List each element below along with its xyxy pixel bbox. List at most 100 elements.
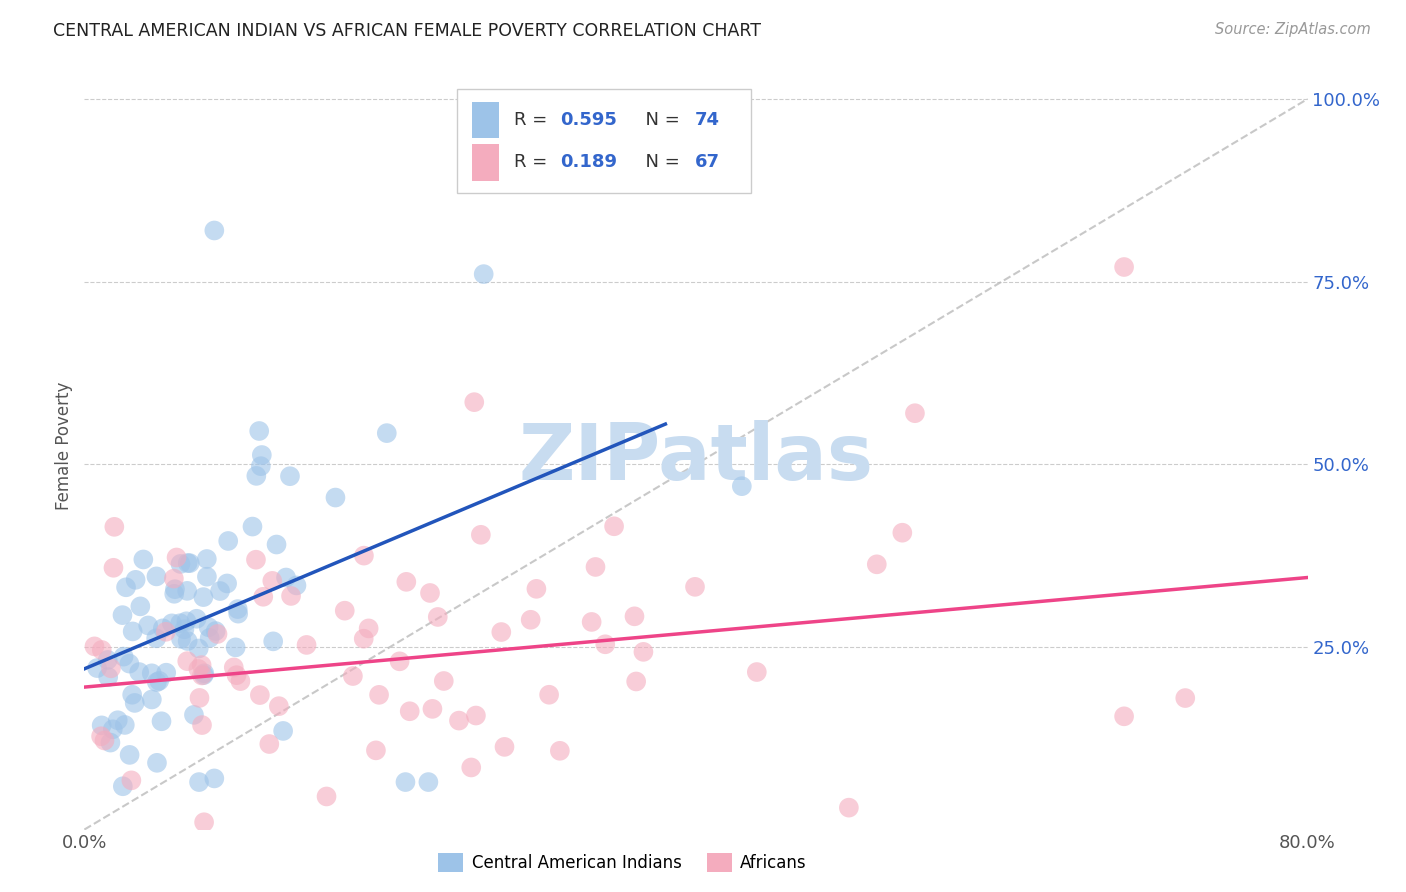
Point (148, 673, 170, 688)
Point (191, 718, 214, 732)
Point (146, 675, 169, 690)
Point (242, 519, 264, 533)
Point (207, 627, 229, 641)
Point (155, 624, 177, 639)
Point (186, 612, 208, 626)
Point (176, 654, 198, 668)
Point (121, 688, 143, 702)
Point (419, 586, 441, 600)
Point (426, 610, 449, 624)
Point (250, 448, 273, 462)
Point (259, 737, 281, 751)
Point (538, 688, 561, 702)
Point (193, 668, 215, 682)
Point (198, 631, 221, 645)
Point (202, 772, 225, 786)
Point (100, 661, 122, 675)
Point (163, 572, 186, 586)
Point (150, 714, 173, 729)
Point (170, 632, 193, 646)
Text: N =: N = (634, 153, 685, 171)
Point (179, 556, 201, 570)
Point (245, 469, 267, 483)
Point (101, 723, 124, 737)
Point (187, 662, 209, 676)
Point (176, 556, 198, 570)
Point (581, 615, 603, 629)
Point (129, 599, 152, 614)
Point (115, 580, 138, 594)
Point (470, 528, 492, 542)
Point (124, 696, 146, 710)
Point (145, 632, 167, 646)
Point (325, 491, 347, 505)
Point (202, 223, 225, 237)
Point (333, 604, 356, 618)
Point (217, 533, 239, 548)
Point (368, 688, 391, 702)
Point (460, 760, 482, 774)
Point (183, 707, 205, 722)
Point (357, 621, 380, 635)
Point (120, 773, 142, 788)
Point (152, 621, 174, 635)
Point (114, 718, 136, 732)
Point (1114, 260, 1136, 274)
Point (472, 267, 495, 281)
Point (1114, 709, 1136, 723)
Point (262, 574, 284, 588)
Point (163, 587, 186, 601)
Point (745, 665, 768, 679)
Point (188, 775, 211, 789)
Point (191, 668, 214, 682)
Point (250, 459, 273, 474)
Text: R =: R = (513, 111, 553, 129)
Point (90, 729, 112, 743)
Point (103, 520, 125, 534)
Point (491, 625, 513, 640)
Point (866, 558, 889, 572)
FancyBboxPatch shape (457, 89, 751, 193)
Point (433, 673, 456, 688)
Point (187, 641, 209, 656)
Point (176, 583, 198, 598)
FancyBboxPatch shape (472, 102, 499, 138)
Point (245, 552, 267, 566)
Point (136, 618, 159, 632)
Point (193, 590, 215, 604)
Point (274, 570, 297, 584)
Point (278, 469, 301, 483)
Point (463, 395, 485, 409)
Point (90, 718, 112, 732)
Point (146, 756, 169, 770)
Point (464, 708, 486, 723)
Point (229, 674, 252, 689)
Point (891, 525, 914, 540)
Point (447, 714, 470, 728)
Point (285, 578, 308, 592)
Point (494, 739, 516, 754)
Point (128, 665, 150, 679)
Text: 67: 67 (695, 153, 720, 171)
Point (342, 669, 364, 683)
Point (262, 634, 284, 648)
Point (209, 584, 232, 599)
Point (141, 666, 163, 681)
Point (160, 616, 183, 631)
Point (217, 576, 239, 591)
Point (118, 747, 141, 762)
Point (375, 426, 398, 441)
Point (103, 561, 125, 575)
Text: 0.189: 0.189 (560, 153, 617, 171)
Point (83, 640, 105, 654)
Point (904, 406, 927, 420)
Point (111, 779, 134, 793)
Point (394, 775, 416, 789)
Point (169, 557, 191, 571)
Point (418, 775, 440, 789)
Point (112, 649, 135, 664)
Point (145, 569, 167, 583)
Point (204, 624, 226, 638)
Point (190, 658, 212, 673)
Point (353, 632, 375, 646)
